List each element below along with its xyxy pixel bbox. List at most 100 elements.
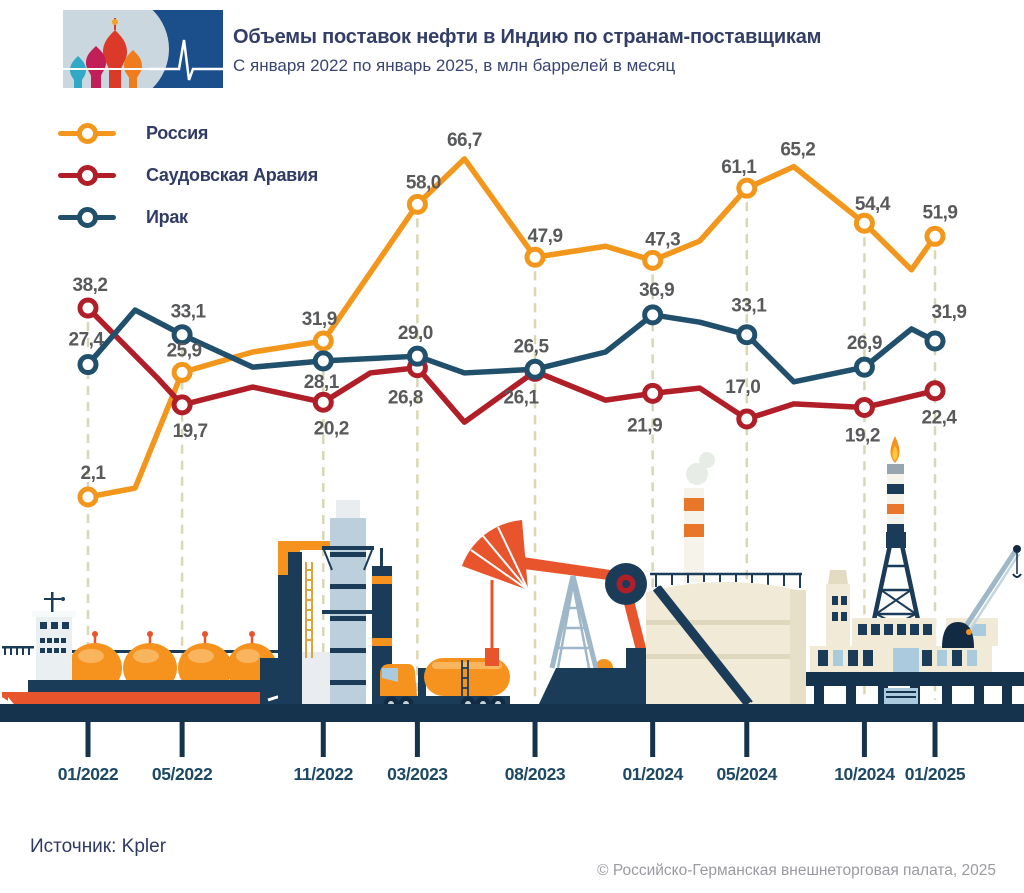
legend-marker-iraq [58,206,116,228]
flare-stack [887,436,904,534]
data-point-russia [924,225,946,247]
series-line-iraq [85,307,938,385]
axis-tick [744,722,750,757]
data-label-russia: 31,9 [302,309,337,330]
data-label-iraq: 28,1 [304,372,340,393]
data-point-saudi-arabia [736,408,758,430]
pumpjack-frame [549,575,599,669]
pumpjack-horsehead [462,520,528,590]
gridlines [86,202,937,700]
axis-tick [650,722,656,757]
refinery-ladder [305,562,313,658]
data-point-saudi-arabia [642,382,664,404]
data-point-iraq [524,358,546,380]
legend-label-iraq: Ирак [146,206,188,227]
data-point-iraq [853,356,875,378]
data-label-russia: 58,0 [406,172,441,193]
axis-tick [414,722,420,757]
axis-tick [320,722,326,757]
data-point-russia [642,249,664,271]
series-markers [77,177,946,508]
ground-band [0,704,1024,722]
data-point-russia [171,361,193,383]
data-point-iraq [312,350,334,372]
axis-tick [532,722,538,757]
tanker-truck [376,658,510,712]
data-label-russia: 2,1 [81,463,107,484]
tank-stairs [652,585,752,707]
oil-industry-illustration [2,436,1024,714]
page-subtitle: С января 2022 по январь 2025, в млн барр… [233,56,676,75]
data-point-saudi-arabia [171,394,193,416]
legend-label-russia: Россия [146,122,209,143]
legend-item-saudi-arabia: Саудовская Аравия [58,154,318,196]
data-label-iraq: 26,5 [514,336,550,357]
data-point-iraq [406,345,428,367]
legend-item-iraq: Ирак [58,196,318,238]
refinery [278,500,392,704]
axis-tick-label: 01/2025 [905,764,966,784]
series-lines [85,156,938,500]
axis-tick-label: 01/2024 [622,764,683,784]
axis-tick [932,722,938,757]
axis-tick-label: 05/2022 [152,764,213,784]
x-axis: 01/2022 05/2022 11/2022 03/2023 08/2023 01/20… [0,704,1024,784]
axis-tick-label: 03/2023 [387,764,448,784]
legend: Россия Саудовская Аравия Ирак [58,112,318,238]
pulse-line-icon [149,39,223,81]
axis-tick-label: 10/2024 [834,764,895,784]
data-label-saudi-arabia: 38,2 [73,275,108,296]
data-label-russia: 51,9 [923,202,958,223]
series-line-russia [85,156,938,500]
chamber-logo [63,10,223,88]
data-label-saudi-arabia: 26,1 [504,387,540,408]
axis-tick [861,722,867,757]
data-label-saudi-arabia: 22,4 [922,408,958,429]
legend-marker-russia [58,122,116,144]
data-label-russia: 54,4 [855,194,891,215]
data-label-iraq: 29,0 [398,323,433,344]
data-label-russia: 65,2 [780,140,815,161]
data-label-saudi-arabia: 20,2 [314,418,349,439]
oil-pumpjack [462,520,664,706]
copyright-note: © Российско-Германская внешнеторговая па… [597,862,996,879]
data-label-saudi-arabia: 26,8 [388,388,423,409]
data-label-russia: 61,1 [721,157,757,178]
data-label-russia: 47,3 [645,229,680,250]
data-label-iraq: 27,4 [69,330,105,351]
legend-marker-saudi-arabia [58,164,116,186]
axis-tick-label: 01/2022 [58,764,119,784]
data-label-saudi-arabia: 19,7 [173,421,208,442]
axis-tick-label: 11/2022 [294,764,354,784]
data-point-russia [77,486,99,508]
data-label-iraq: 26,9 [847,333,882,354]
axis-tick [179,722,185,757]
data-point-saudi-arabia [312,391,334,413]
ship-bridge [32,592,76,680]
data-label-russia: 47,9 [528,226,563,247]
data-point-saudi-arabia [77,297,99,319]
axis-tick-label: 08/2023 [505,764,566,784]
data-label-russia: 66,7 [447,130,482,151]
data-point-iraq [171,324,193,346]
storage-tank [646,452,806,707]
data-point-russia [736,177,758,199]
data-label-iraq: 33,1 [731,296,767,317]
kremlin-domes-icon [70,18,142,88]
axis-tick [85,722,91,757]
data-label-iraq: 31,9 [932,302,967,323]
series-line-saudi-arabia [85,305,938,425]
legend-label-saudi-arabia: Саудовская Аравия [146,164,318,185]
data-label-saudi-arabia: 19,2 [845,425,880,446]
page-title: Объемы поставок нефти в Индию по странам… [233,26,822,48]
data-point-iraq [736,324,758,346]
data-labels: 2,1 25,9 31,9 58,0 66,7 47,9 47,3 61,1 65,2 54,4 5… [69,130,967,484]
data-point-russia [406,193,428,215]
data-label-saudi-arabia: 17,0 [725,377,760,398]
data-point-russia [524,246,546,268]
rig-crane [942,545,1022,648]
data-point-iraq [924,330,946,352]
data-label-saudi-arabia: 21,9 [627,415,662,436]
pumpjack-beam [516,556,624,582]
